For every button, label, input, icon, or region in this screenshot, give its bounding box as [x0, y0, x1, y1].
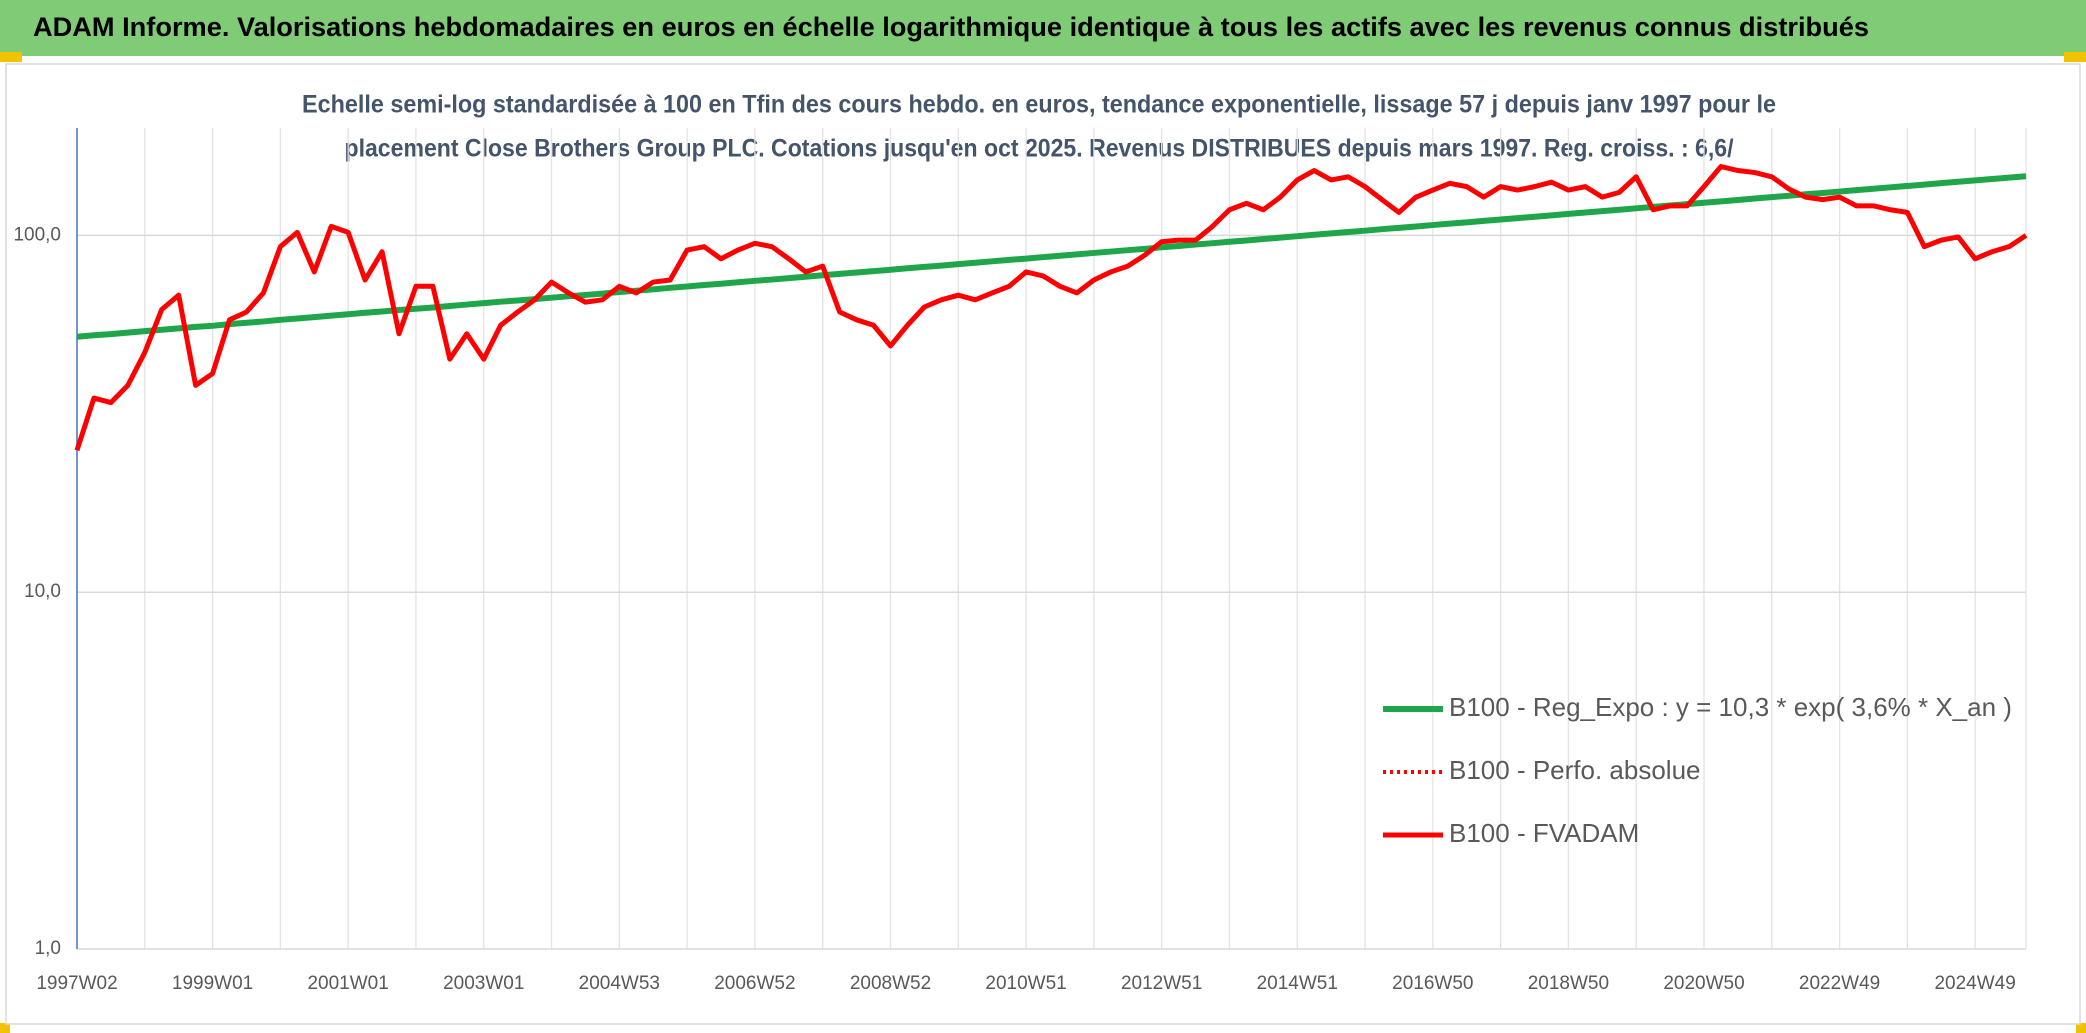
legend-label: B100 - Perfo. absolue	[1449, 755, 1701, 785]
chart-title: ADAM Informe. Valorisations hebdomadaire…	[33, 12, 1869, 42]
x-tick-label: 1999W01	[172, 973, 253, 994]
x-tick-label: 2006W52	[714, 973, 795, 994]
y-tick-label: 10,0	[24, 581, 61, 602]
corner-mark	[2064, 52, 2086, 62]
chart-subtitle: Echelle semi-log standardisée à 100 en T…	[302, 91, 1776, 119]
chart-subtitle: placement Close Brothers Group PLC. Cota…	[345, 135, 1734, 163]
legend-label: B100 - Reg_Expo : y = 10,3 * exp( 3,6% *…	[1449, 692, 2012, 722]
x-tick-label: 2018W50	[1528, 973, 1609, 994]
series-line	[74, 164, 2028, 451]
y-tick-label: 1,0	[35, 938, 61, 959]
y-tick-label: 100,0	[13, 224, 61, 245]
x-tick-label: 2024W49	[1934, 973, 2015, 994]
x-tick-label: 2003W01	[443, 973, 524, 994]
x-tick-label: 2020W50	[1663, 973, 1744, 994]
x-tick-label: 2008W52	[850, 973, 931, 994]
plot-area	[74, 164, 2028, 451]
series-line	[76, 173, 2027, 340]
x-tick-label: 2001W01	[307, 973, 388, 994]
header-bar	[0, 0, 2086, 56]
legend-label: B100 - FVADAM	[1449, 818, 1639, 848]
x-tick-label: 1997W02	[36, 973, 117, 994]
corner-mark	[2076, 1023, 2086, 1033]
grid: 1,0 10,0 100,0 1997W02 1999W01 2001W01 2003W01…	[13, 128, 2027, 994]
corner-mark	[0, 1023, 10, 1033]
corner-mark	[0, 52, 22, 62]
chart-frame	[5, 63, 2081, 1025]
x-tick-label: 2022W49	[1799, 973, 1880, 994]
x-tick-label: 2010W51	[985, 973, 1066, 994]
x-tick-label: 2014W51	[1257, 973, 1338, 994]
x-tick-label: 2012W51	[1121, 973, 1202, 994]
x-tick-label: 2004W53	[579, 973, 660, 994]
legend: B100 - Reg_Expo : y = 10,3 * exp( 3,6% *…	[1383, 692, 2012, 848]
x-tick-label: 2016W50	[1392, 973, 1473, 994]
